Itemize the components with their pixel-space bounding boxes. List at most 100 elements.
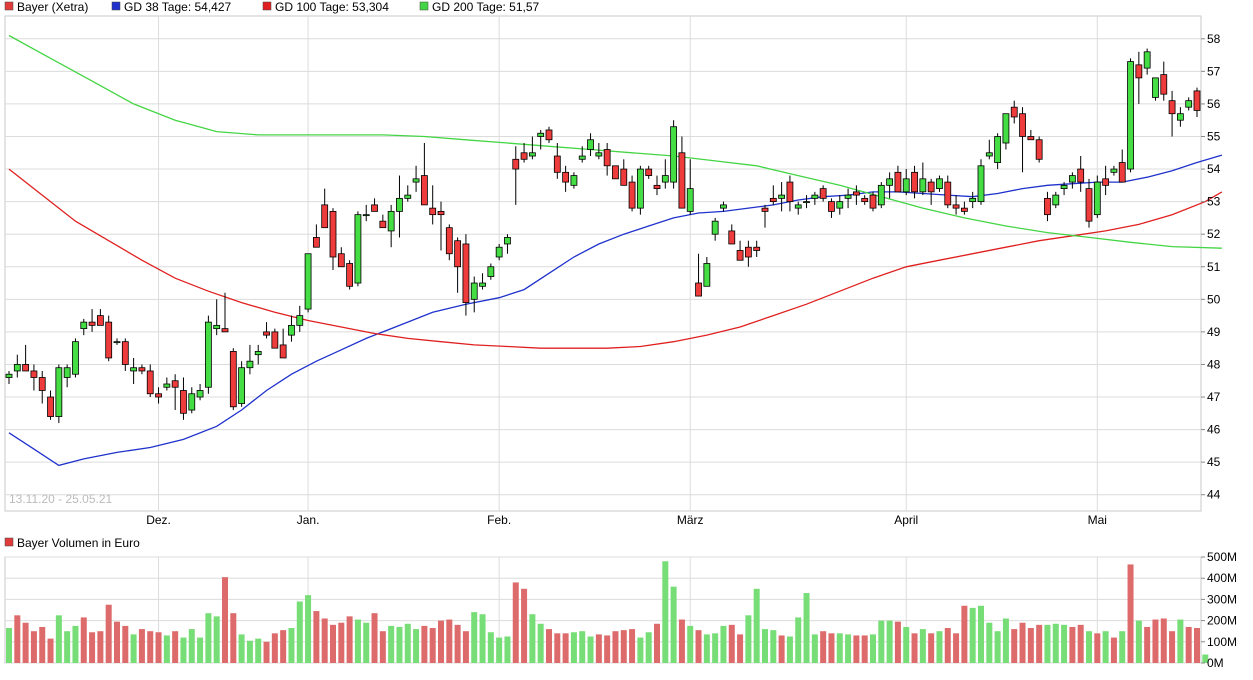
volume-bar: [1185, 626, 1192, 663]
candle: [63, 364, 71, 388]
candle-body: [396, 197, 403, 212]
candle-body: [180, 390, 187, 414]
candle-body: [196, 390, 204, 398]
volume-bar: [246, 640, 253, 663]
x-tick-label: Feb.: [487, 513, 511, 527]
candle-body: [1143, 51, 1151, 69]
candle: [927, 178, 935, 205]
candle: [55, 364, 63, 424]
candle-body: [454, 240, 462, 268]
volume-bar: [230, 613, 237, 663]
volume-bar: [180, 637, 187, 663]
candle: [894, 165, 902, 193]
candle-body: [1193, 90, 1201, 111]
candle: [711, 217, 719, 241]
candle: [753, 240, 761, 257]
candle-body: [861, 197, 869, 203]
candle-body: [1002, 113, 1010, 144]
volume-bar: [654, 623, 660, 663]
candle-body: [852, 191, 860, 196]
candle-body: [246, 360, 254, 369]
candle: [121, 338, 129, 371]
volume-bar: [305, 595, 312, 663]
volume-bar: [861, 635, 868, 663]
candle-body: [720, 204, 727, 209]
legend-label: Bayer (Xetra): [17, 0, 88, 14]
volume-bar: [803, 593, 810, 663]
candle: [1035, 136, 1043, 163]
candle: [155, 387, 162, 404]
candle-body: [437, 210, 445, 216]
volume-bar: [703, 634, 710, 663]
candlesticks: [5, 48, 1201, 424]
candle: [72, 338, 79, 378]
candle: [977, 159, 985, 205]
candle-body: [271, 331, 279, 349]
candle: [80, 318, 88, 336]
candle: [794, 201, 802, 215]
candle-body: [155, 393, 162, 398]
candle: [985, 139, 993, 160]
candle: [636, 165, 644, 215]
candle-body: [595, 152, 603, 157]
volume-bar: [280, 630, 287, 663]
candle: [229, 348, 237, 411]
y-tick-label: 51: [1207, 260, 1221, 274]
volume-bar: [271, 633, 278, 663]
volume-bar: [994, 631, 1001, 663]
volume-bar: [255, 638, 262, 663]
volume-bar: [396, 626, 403, 663]
candle: [1010, 100, 1018, 124]
candle: [146, 364, 154, 398]
candle: [1143, 48, 1151, 75]
candle-body: [72, 341, 79, 375]
candle: [960, 201, 968, 215]
candle-body: [645, 168, 653, 176]
candle-body: [537, 132, 545, 137]
candle-body: [354, 214, 362, 284]
candle: [429, 185, 437, 225]
candle-body: [695, 282, 702, 297]
volume-bar: [795, 617, 802, 663]
volume-bar: [978, 605, 984, 663]
candle: [387, 204, 395, 248]
ma-line-gd-38-tage: [8, 154, 1223, 467]
candle: [678, 136, 686, 209]
volume-bar: [288, 628, 295, 663]
volume-bar: [886, 620, 893, 663]
volume-bar: [762, 629, 768, 663]
candle-body: [977, 165, 985, 203]
candle: [30, 364, 38, 391]
candle-body: [204, 321, 212, 388]
volume-bar: [114, 621, 120, 663]
candle-body: [911, 171, 918, 193]
candle: [919, 162, 927, 196]
candle: [969, 191, 977, 209]
candle: [1110, 165, 1118, 176]
candle: [620, 159, 628, 186]
volume-bar: [404, 623, 411, 663]
candle-body: [479, 282, 486, 287]
candle: [1118, 149, 1126, 183]
volume-bar: [853, 635, 860, 663]
candle-body: [362, 214, 370, 217]
volume-bar: [1152, 619, 1159, 663]
candle: [628, 175, 636, 212]
candle: [695, 253, 702, 297]
volume-bar: [379, 631, 386, 663]
volume-bar: [903, 626, 910, 663]
candle-body: [379, 220, 387, 229]
volume-bar: [346, 616, 353, 663]
volume-bar: [911, 633, 918, 663]
candle: [362, 204, 370, 222]
volume-bar: [89, 632, 96, 663]
candle-body: [312, 237, 320, 248]
x-axis: Dez. Jan. Feb. März April Mai: [146, 513, 1107, 527]
volume-bar: [238, 634, 245, 663]
volume-bar: [1144, 626, 1151, 663]
candle-body: [462, 243, 470, 303]
volume-bar: [969, 607, 976, 663]
candle-body: [877, 184, 885, 206]
candle: [329, 208, 337, 271]
